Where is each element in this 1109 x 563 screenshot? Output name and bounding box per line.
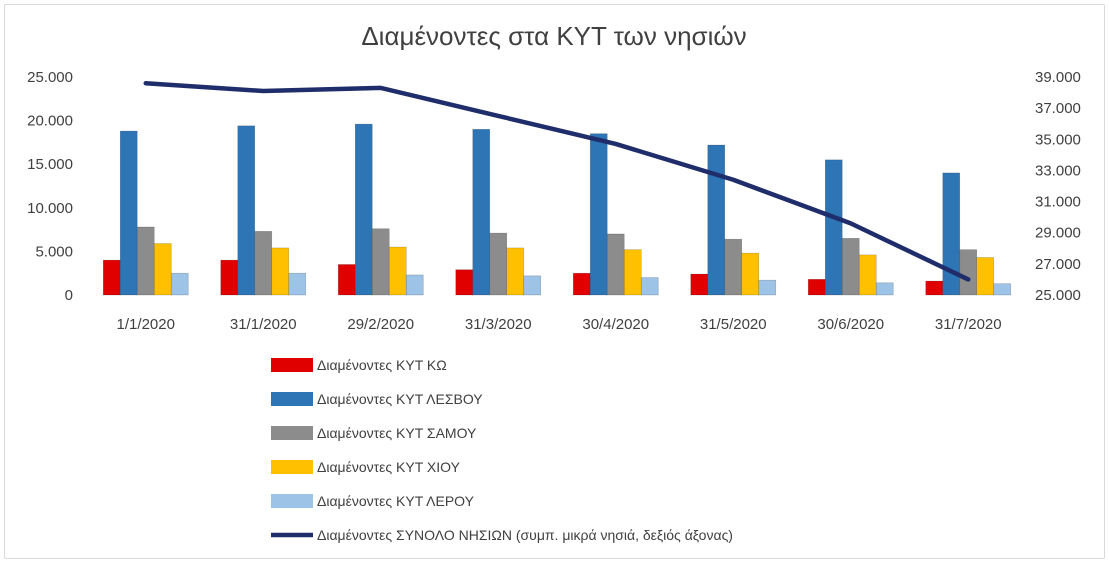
bar — [690, 273, 709, 296]
x-tick-label: 1/1/2020 — [117, 316, 175, 333]
bar — [271, 247, 290, 296]
bar — [371, 228, 390, 296]
bar — [623, 249, 642, 296]
x-tick-label: 30/6/2020 — [817, 316, 884, 333]
legend-swatch — [271, 392, 313, 406]
bar — [993, 283, 1012, 296]
bar — [472, 129, 491, 296]
bar — [741, 252, 760, 296]
bar — [807, 279, 826, 296]
x-tick-label: 31/5/2020 — [700, 316, 767, 333]
y-right-tick-label: 31.000 — [1035, 194, 1081, 211]
x-tick-label: 29/2/2020 — [347, 316, 414, 333]
legend-label: Διαμένοντες ΚΥΤ ΛΕΡΟΥ — [317, 493, 475, 509]
bar — [119, 130, 138, 296]
y-right-tick-label: 35.000 — [1035, 131, 1081, 148]
legend-label: Διαμένοντες ΚΥΤ ΧΙΟΥ — [317, 459, 461, 475]
y-right-tick-label: 29.000 — [1035, 225, 1081, 242]
legend-swatch — [271, 494, 313, 508]
bar — [824, 159, 843, 296]
legend-swatch — [271, 358, 313, 372]
bar — [925, 280, 944, 296]
chart-frame: Διαμένοντες στα ΚΥΤ των νησιών 0 5.000 10.… — [4, 4, 1105, 559]
legend-label: Διαμένοντες ΚΥΤ ΛΕΣΒΟΥ — [317, 391, 483, 407]
bar — [841, 238, 860, 296]
x-tick-label: 31/3/2020 — [465, 316, 532, 333]
bar — [875, 282, 894, 296]
bar — [640, 277, 659, 296]
y-right-tick-label: 33.000 — [1035, 162, 1081, 179]
y-axis-right: 25.000 27.000 29.000 31.000 33.000 35.000 37.0… — [1035, 69, 1081, 304]
chart-canvas: Διαμένοντες στα ΚΥΤ των νησιών 0 5.000 10.… — [27, 21, 1081, 543]
bar — [153, 243, 172, 296]
legend-label: Διαμένοντες ΚΥΤ ΚΩ — [317, 357, 447, 373]
legend-swatch — [271, 460, 313, 474]
bar — [724, 238, 743, 296]
bar — [506, 247, 525, 296]
bar — [102, 259, 121, 296]
x-tick-label: 30/4/2020 — [582, 316, 649, 333]
bar — [254, 231, 273, 296]
bar — [237, 125, 256, 296]
bar — [959, 249, 978, 296]
bars-layer — [102, 123, 1012, 296]
x-tick-label: 31/1/2020 — [230, 316, 297, 333]
y-left-tick-label: 25.000 — [27, 69, 73, 86]
bar — [523, 275, 542, 296]
bar — [606, 233, 625, 296]
bar — [337, 264, 356, 296]
bar — [288, 272, 307, 296]
bar — [220, 259, 239, 296]
bar — [858, 254, 877, 296]
x-tick-label: 31/7/2020 — [935, 316, 1002, 333]
y-right-tick-label: 39.000 — [1035, 69, 1081, 86]
bar — [388, 246, 407, 296]
x-axis: 1/1/2020 31/1/2020 29/2/2020 31/3/2020 30/4/… — [117, 316, 1002, 333]
legend-swatch — [271, 426, 313, 440]
y-left-tick-label: 0 — [65, 287, 73, 304]
chart-title: Διαμένοντες στα ΚΥΤ των νησιών — [361, 21, 746, 51]
bar — [405, 274, 424, 296]
bar — [354, 123, 373, 296]
y-right-tick-label: 27.000 — [1035, 256, 1081, 273]
bar — [589, 133, 608, 296]
y-axis-left: 0 5.000 10.000 15.000 20.000 25.000 — [27, 69, 73, 304]
bar — [976, 257, 995, 296]
y-left-tick-label: 15.000 — [27, 156, 73, 173]
series-line — [143, 80, 971, 282]
bar — [455, 269, 474, 296]
y-right-tick-label: 25.000 — [1035, 287, 1081, 304]
bar — [572, 272, 591, 296]
legend-label: Διαμένοντες ΚΥΤ ΣΑΜΟΥ — [317, 425, 477, 441]
y-left-tick-label: 10.000 — [27, 200, 73, 217]
y-left-tick-label: 5.000 — [35, 243, 73, 260]
bar — [136, 226, 155, 296]
y-right-tick-label: 37.000 — [1035, 100, 1081, 117]
line-layer — [143, 80, 971, 282]
bar — [758, 279, 777, 296]
bar — [170, 272, 189, 296]
legend: Διαμένοντες ΚΥΤ ΚΩ Διαμένοντες ΚΥΤ ΛΕΣΒΟΥ… — [271, 357, 733, 543]
y-left-tick-label: 20.000 — [27, 113, 73, 130]
bar — [489, 232, 508, 296]
bar — [707, 144, 726, 296]
legend-label: Διαμένοντες ΣΥΝΟΛΟ ΝΗΣΙΩΝ (συμπ. μικρά ν… — [317, 527, 733, 543]
bar — [942, 172, 961, 296]
